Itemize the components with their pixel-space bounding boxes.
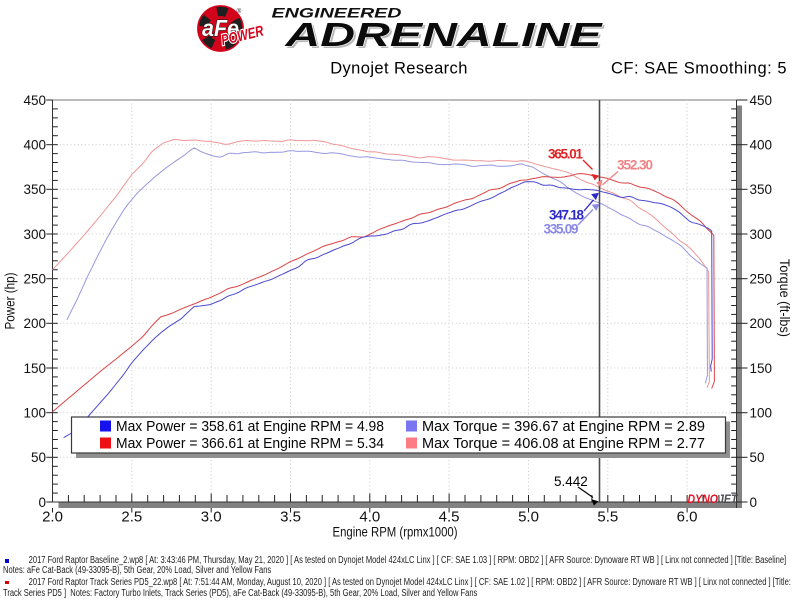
svg-text:2.5: 2.5 <box>121 509 142 526</box>
svg-text:250: 250 <box>750 272 773 287</box>
svg-text:0: 0 <box>38 495 46 510</box>
svg-text:Dynojet Research: Dynojet Research <box>330 60 468 78</box>
svg-text:150: 150 <box>750 361 773 376</box>
svg-text:100: 100 <box>750 406 773 421</box>
svg-text:Max Power = 366.61 at Engine R: Max Power = 366.61 at Engine RPM = 5.34 <box>116 436 384 452</box>
svg-text:6.0: 6.0 <box>677 509 698 526</box>
svg-text:5.442: 5.442 <box>554 474 588 489</box>
svg-text:300: 300 <box>750 227 773 242</box>
svg-text:450: 450 <box>23 93 46 108</box>
svg-text:347.18: 347.18 <box>549 208 584 223</box>
svg-text:352.30: 352.30 <box>617 158 653 173</box>
svg-text:DYNO: DYNO <box>688 494 719 506</box>
svg-text:400: 400 <box>750 138 773 153</box>
svg-text:ENGINEERED: ENGINEERED <box>272 5 402 21</box>
svg-text:365.01: 365.01 <box>548 147 583 162</box>
svg-text:3.0: 3.0 <box>201 509 222 526</box>
svg-text:100: 100 <box>23 406 46 421</box>
svg-text:0: 0 <box>750 495 758 510</box>
svg-text:3.5: 3.5 <box>280 509 301 526</box>
svg-text:50: 50 <box>31 450 46 465</box>
svg-text:350: 350 <box>23 182 46 197</box>
svg-text:Torque (ft-lbs): Torque (ft-lbs) <box>777 259 792 337</box>
svg-text:JET: JET <box>718 494 738 506</box>
svg-text:ADRENALINE: ADRENALINE <box>286 18 605 55</box>
svg-text:2.0: 2.0 <box>42 509 63 526</box>
svg-text:®: ® <box>237 7 242 15</box>
svg-text:Max Torque = 396.67 at Engine: Max Torque = 396.67 at Engine RPM = 2.89 <box>422 419 705 435</box>
svg-text:200: 200 <box>750 316 773 331</box>
svg-text:250: 250 <box>23 272 46 287</box>
svg-text:4.0: 4.0 <box>359 509 380 526</box>
svg-text:5.5: 5.5 <box>597 509 618 526</box>
svg-text:50: 50 <box>750 450 765 465</box>
svg-text:450: 450 <box>750 93 773 108</box>
svg-text:400: 400 <box>23 138 46 153</box>
svg-text:ADRENALINE: ADRENALINE <box>284 16 603 53</box>
svg-text:aFe: aFe <box>202 15 239 41</box>
svg-text:CF: SAE Smoothing: 5: CF: SAE Smoothing: 5 <box>611 60 787 78</box>
svg-text:150: 150 <box>23 361 46 376</box>
svg-text:Power (hp): Power (hp) <box>3 273 18 330</box>
svg-text:Engine RPM (rpmx1000): Engine RPM (rpmx1000) <box>333 525 458 540</box>
svg-text:335.09: 335.09 <box>544 222 579 237</box>
svg-text:350: 350 <box>750 182 773 197</box>
svg-text:300: 300 <box>23 227 46 242</box>
svg-text:Max Power = 358.61 at Engine R: Max Power = 358.61 at Engine RPM = 4.98 <box>116 419 384 435</box>
svg-text:5.0: 5.0 <box>518 509 539 526</box>
svg-text:4.5: 4.5 <box>439 509 460 526</box>
svg-text:Max Torque = 406.08 at Engine: Max Torque = 406.08 at Engine RPM = 2.77 <box>422 436 705 452</box>
svg-text:200: 200 <box>23 316 46 331</box>
